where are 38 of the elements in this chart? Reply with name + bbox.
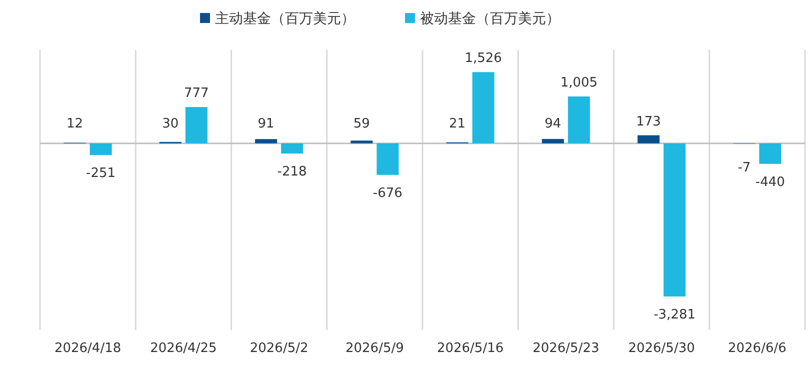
x-tick-label: 2026/5/23 bbox=[532, 341, 600, 356]
x-tick-label: 2026/5/16 bbox=[436, 341, 504, 356]
data-label: -440 bbox=[755, 174, 785, 190]
data-label: -218 bbox=[277, 164, 307, 180]
bar bbox=[185, 107, 208, 144]
bar bbox=[376, 143, 399, 175]
bar bbox=[255, 139, 278, 144]
bar bbox=[638, 135, 660, 144]
data-label: 173 bbox=[636, 114, 661, 130]
legend-label: 被动基金（百万美元） bbox=[420, 11, 560, 27]
bar bbox=[542, 138, 564, 144]
data-label: 91 bbox=[258, 116, 274, 132]
x-tick-label: 2026/6/6 bbox=[728, 341, 786, 356]
bar bbox=[568, 96, 590, 144]
bar bbox=[472, 72, 494, 144]
data-label: -7 bbox=[738, 160, 751, 176]
data-label: 1,526 bbox=[464, 51, 502, 66]
data-label: 12 bbox=[66, 116, 84, 132]
x-tick-label: 2026/4/18 bbox=[54, 341, 122, 356]
data-label: -251 bbox=[86, 166, 116, 182]
x-tick-label: 2026/5/9 bbox=[345, 341, 404, 356]
bar bbox=[664, 143, 686, 296]
data-label: -676 bbox=[372, 186, 402, 201]
data-label: -3,281 bbox=[654, 307, 696, 322]
bar bbox=[759, 143, 782, 164]
x-tick-label: 2026/4/25 bbox=[150, 341, 217, 356]
bar bbox=[281, 143, 304, 154]
data-label: 59 bbox=[353, 116, 370, 132]
data-label: 21 bbox=[449, 116, 466, 132]
bar bbox=[350, 140, 373, 144]
data-label: 777 bbox=[184, 86, 209, 102]
x-tick-label: 2026/5/30 bbox=[628, 341, 695, 356]
x-tick-label: 2026/5/2 bbox=[250, 341, 308, 356]
data-label: 30 bbox=[162, 116, 179, 132]
data-label: 94 bbox=[544, 116, 562, 132]
legend-label: 主动基金（百万美元） bbox=[215, 11, 355, 27]
data-label: 1,005 bbox=[560, 75, 598, 90]
bar bbox=[90, 143, 112, 156]
